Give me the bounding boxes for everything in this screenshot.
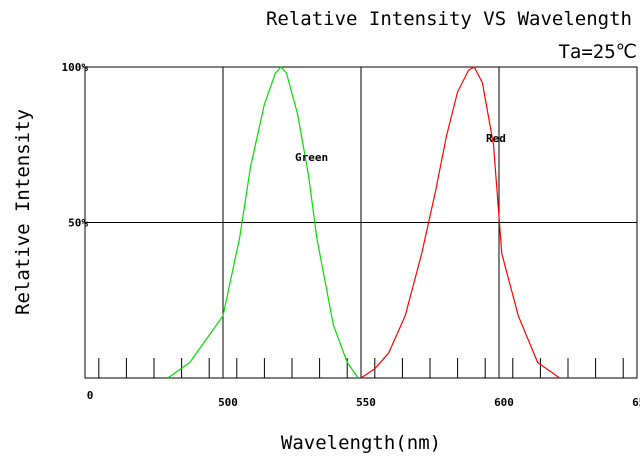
chart-subtitle: Ta=25℃ bbox=[558, 41, 637, 63]
y-tick-label: 100% bbox=[62, 61, 89, 74]
series-line-green bbox=[167, 66, 359, 379]
tick-labels: 0 500 550 600 650 50% 100% bbox=[62, 61, 640, 409]
chart-title: Relative Intensity VS Wavelength bbox=[266, 8, 632, 30]
x-tick-label: 0 bbox=[87, 389, 94, 402]
x-axis-label: Wavelength(nm) bbox=[281, 432, 441, 454]
x-ticks bbox=[98, 358, 624, 378]
series-lines bbox=[167, 66, 561, 379]
series-line-red bbox=[360, 66, 561, 379]
series-label-red: Red bbox=[486, 132, 506, 145]
series-label-green: Green bbox=[295, 151, 328, 164]
y-tick-label: 50% bbox=[68, 217, 88, 230]
x-tick-label: 650 bbox=[632, 396, 640, 409]
y-axis-label: Relative Intensity bbox=[12, 109, 34, 315]
x-tick-label: 550 bbox=[356, 396, 376, 409]
x-tick-label: 600 bbox=[494, 396, 514, 409]
x-tick-label: 500 bbox=[218, 396, 238, 409]
